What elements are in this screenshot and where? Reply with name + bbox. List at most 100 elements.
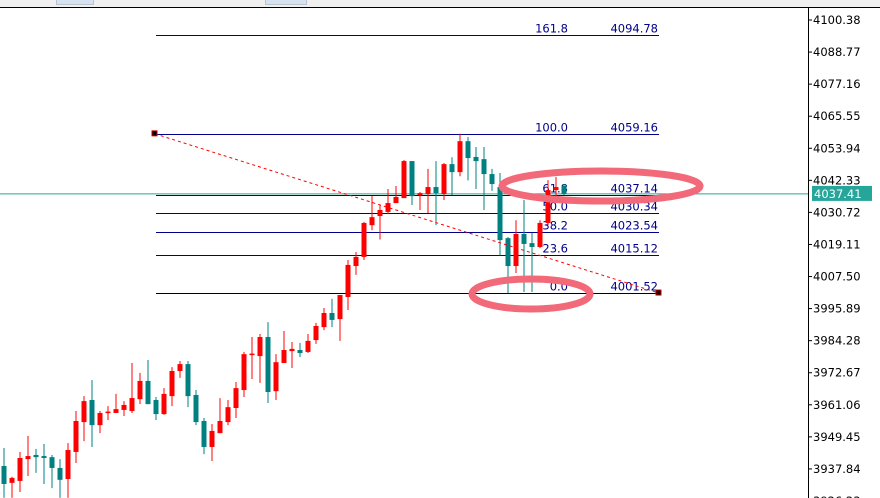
candle-body xyxy=(481,159,487,175)
fib-level-value: 4015.12 xyxy=(610,242,658,256)
highlight-ellipse-618 xyxy=(498,167,704,205)
candle-body xyxy=(105,411,111,414)
anchor-point-handle xyxy=(151,130,158,137)
candle-body xyxy=(65,449,71,479)
candle-body xyxy=(337,295,343,320)
candle-body xyxy=(401,161,407,199)
candle-body xyxy=(473,156,479,162)
candle-body xyxy=(449,164,455,173)
candle-body xyxy=(561,185,567,194)
candle-body xyxy=(1,466,7,484)
candle-body xyxy=(297,350,303,354)
candle-body xyxy=(113,409,119,413)
axis-tick-label: 4088.77 xyxy=(813,45,861,59)
fib-level-label: 100.0 xyxy=(535,121,568,135)
axis-tick-label: 3984.28 xyxy=(813,334,861,348)
candle-body xyxy=(209,430,215,447)
candle-body xyxy=(289,348,295,352)
candle-body xyxy=(361,222,367,257)
trendline-dashed xyxy=(154,133,660,294)
candle-body xyxy=(25,456,31,460)
candle-body xyxy=(217,420,223,434)
candle-body xyxy=(137,380,143,400)
candle-body xyxy=(169,370,175,397)
candle-body xyxy=(129,398,135,412)
candle-body xyxy=(393,196,399,204)
axis-tick-label: 3995.89 xyxy=(813,302,861,316)
candle-body xyxy=(377,209,383,217)
candle-body xyxy=(545,190,551,223)
candle-body xyxy=(457,141,463,173)
candle-body xyxy=(33,454,39,458)
candle-body xyxy=(249,353,255,356)
fib-level-label: 161.8 xyxy=(535,22,568,36)
candle-body xyxy=(529,243,535,247)
fib-level-value: 4059.16 xyxy=(610,121,658,135)
candle-body xyxy=(465,141,471,159)
candle-body xyxy=(257,337,263,357)
top-toolbar-strip xyxy=(0,0,880,8)
candle-body xyxy=(313,325,319,341)
axis-tick-label: 4030.72 xyxy=(813,205,861,219)
fibonacci-trendline[interactable] xyxy=(151,130,662,296)
annotations xyxy=(468,167,704,313)
candle-body xyxy=(9,477,15,483)
candle-body xyxy=(73,420,79,452)
fib-level-value: 4094.78 xyxy=(610,22,658,36)
toolbar-tab[interactable] xyxy=(265,0,307,5)
candle-body xyxy=(489,174,495,185)
candle-body xyxy=(281,350,287,363)
price-axis: 4100.38 4088.77 4077.16 4065.55 4053.94 4042.… xyxy=(808,8,861,498)
candle-body xyxy=(441,164,447,194)
candle-body xyxy=(225,407,231,423)
candle-body xyxy=(153,399,159,415)
anchor-point-handle xyxy=(655,289,662,296)
candle-body xyxy=(97,412,103,426)
axis-tick-label: 4065.55 xyxy=(813,109,861,123)
axis-tick-label: 4100.38 xyxy=(813,13,861,27)
candle-body xyxy=(273,362,279,392)
candle-body xyxy=(177,364,183,371)
candle-body xyxy=(305,340,311,352)
candle-body xyxy=(161,393,167,415)
candle-body xyxy=(553,187,559,191)
candle-body xyxy=(89,399,95,426)
candle-body xyxy=(145,380,151,405)
axis-tick-label: 3961.06 xyxy=(813,398,861,412)
candle-body xyxy=(233,388,239,409)
candle-body xyxy=(41,456,47,458)
highlight-ellipse-0 xyxy=(468,275,594,313)
axis-tick-label: 3949.45 xyxy=(813,430,861,444)
candle-body xyxy=(49,457,55,468)
candle-body xyxy=(241,354,247,391)
axis-tick-label: 3972.67 xyxy=(813,366,861,380)
fib-level-label: 23.6 xyxy=(542,242,568,256)
toolbar-tab[interactable] xyxy=(56,0,94,5)
candle-body xyxy=(185,364,191,397)
fib-level-value: 4037.14 xyxy=(610,182,658,196)
axis-tick-label: 4042.33 xyxy=(813,173,861,187)
current-price-tag: 4037.41 xyxy=(812,185,872,201)
candle-body xyxy=(121,404,127,410)
candle-body xyxy=(353,256,359,267)
axis-tick-label: 4053.94 xyxy=(813,141,861,155)
candle-body xyxy=(329,312,335,320)
axis-tick-label: 3926.23 xyxy=(813,494,861,498)
fib-level-value: 4001.52 xyxy=(610,280,658,294)
candle-body xyxy=(193,395,199,423)
candles xyxy=(1,133,567,498)
candle-body xyxy=(425,187,431,194)
candle-body xyxy=(409,161,415,197)
candle-body xyxy=(81,401,87,423)
candle-body xyxy=(537,222,543,247)
axis-tick-label: 4077.16 xyxy=(813,77,861,91)
axis-tick-label: 4007.50 xyxy=(813,270,861,284)
candle-body xyxy=(385,203,391,212)
current-price-label: 4037.41 xyxy=(814,187,862,201)
candle-body xyxy=(17,457,23,481)
candle-body xyxy=(57,467,63,480)
candle-body xyxy=(497,187,503,241)
candle-body xyxy=(513,233,519,267)
